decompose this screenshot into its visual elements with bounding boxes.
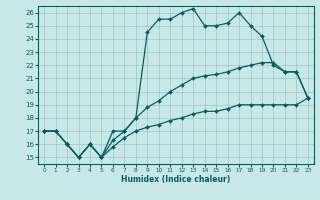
X-axis label: Humidex (Indice chaleur): Humidex (Indice chaleur)	[121, 175, 231, 184]
